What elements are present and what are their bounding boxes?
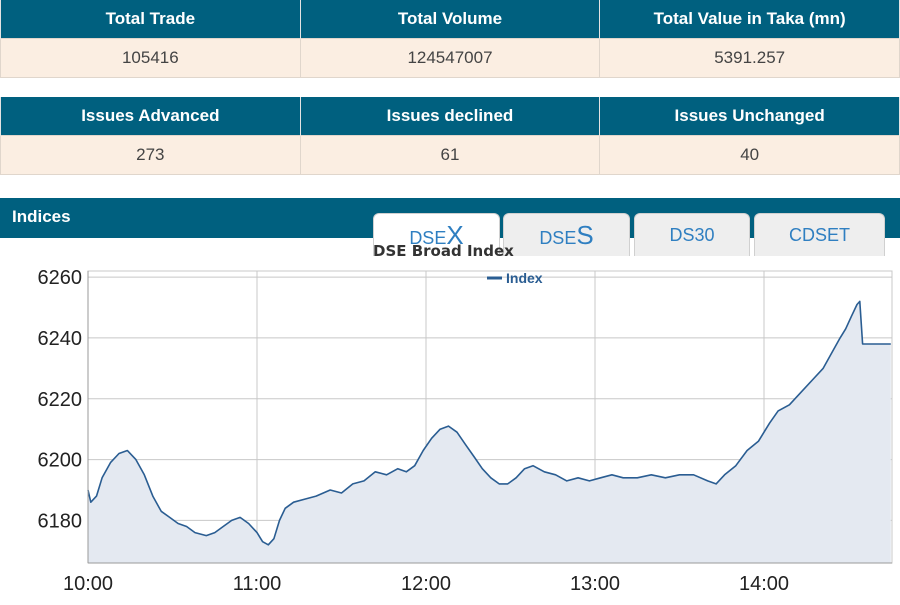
index-chart: 6180 6200 6220 6240 6260 10:00 11:00 12:00 13:00…	[0, 238, 900, 600]
tab-ds30-label: DS30	[669, 225, 715, 245]
tab-cdset-label: CDSET	[788, 225, 850, 245]
x-tick-label: 10:00	[63, 573, 113, 595]
total-trade-value: 105416	[0, 38, 301, 78]
x-tick-label: 11:00	[233, 573, 282, 595]
issues-declined-header: Issues declined	[299, 97, 601, 136]
issues-advanced-value: 273	[0, 135, 301, 175]
issues-value-row: 273 61 40	[0, 135, 900, 175]
total-trade-header: Total Trade	[0, 0, 301, 39]
x-tick-label: 14:00	[739, 573, 789, 595]
tab-dsex-prefix: DSE	[409, 228, 447, 248]
y-tick-label: 6240	[38, 328, 83, 350]
issues-unchanged-header: Issues Unchanged	[599, 97, 900, 136]
index-area-fill	[88, 301, 891, 563]
tab-dsex[interactable]: DSEX	[373, 213, 500, 256]
total-value-header: Total Value in Taka (mn)	[599, 0, 900, 39]
tab-dses[interactable]: DSES	[503, 213, 630, 256]
tab-ds30[interactable]: DS30	[634, 213, 750, 256]
y-tick-label: 6180	[38, 510, 83, 532]
tab-dses-letter: S	[576, 220, 594, 250]
market-summary-table: Total Trade Total Volume Total Value in …	[0, 0, 900, 78]
y-tick-label: 6220	[38, 389, 83, 411]
indices-title: Indices	[12, 207, 71, 226]
index-line	[87, 300, 891, 546]
x-tick-label: 13:00	[570, 573, 620, 595]
y-tick-label: 6260	[38, 267, 83, 289]
legend-label-index: Index	[506, 270, 543, 286]
chart-title: DSE Broad Index	[373, 242, 514, 260]
issues-header-row: Issues Advanced Issues declined Issues U…	[0, 97, 900, 136]
tab-dses-prefix: DSE	[539, 228, 577, 248]
summary-value-row: 105416 124547007 5391.257	[0, 38, 900, 78]
chart-legend: Index	[487, 270, 543, 286]
summary-header-row: Total Trade Total Volume Total Value in …	[0, 0, 900, 39]
issues-advanced-header: Issues Advanced	[0, 97, 301, 136]
issues-unchanged-value: 40	[599, 135, 900, 175]
index-chart-svg: 6180 6200 6220 6240 6260 10:00 11:00 12:00 13:00…	[38, 242, 893, 595]
x-tick-label: 12:00	[401, 573, 451, 595]
total-volume-value: 124547007	[299, 38, 601, 78]
issues-declined-value: 61	[299, 135, 601, 175]
total-value-value: 5391.257	[599, 38, 900, 78]
y-tick-label: 6200	[38, 450, 83, 472]
total-volume-header: Total Volume	[299, 0, 601, 39]
tab-cdset[interactable]: CDSET	[754, 213, 885, 256]
issues-summary-table: Issues Advanced Issues declined Issues U…	[0, 97, 900, 175]
chart-axes: 6180 6200 6220 6240 6260 10:00 11:00 12:00 13:00…	[38, 267, 892, 595]
tab-dsex-letter: X	[446, 220, 464, 250]
